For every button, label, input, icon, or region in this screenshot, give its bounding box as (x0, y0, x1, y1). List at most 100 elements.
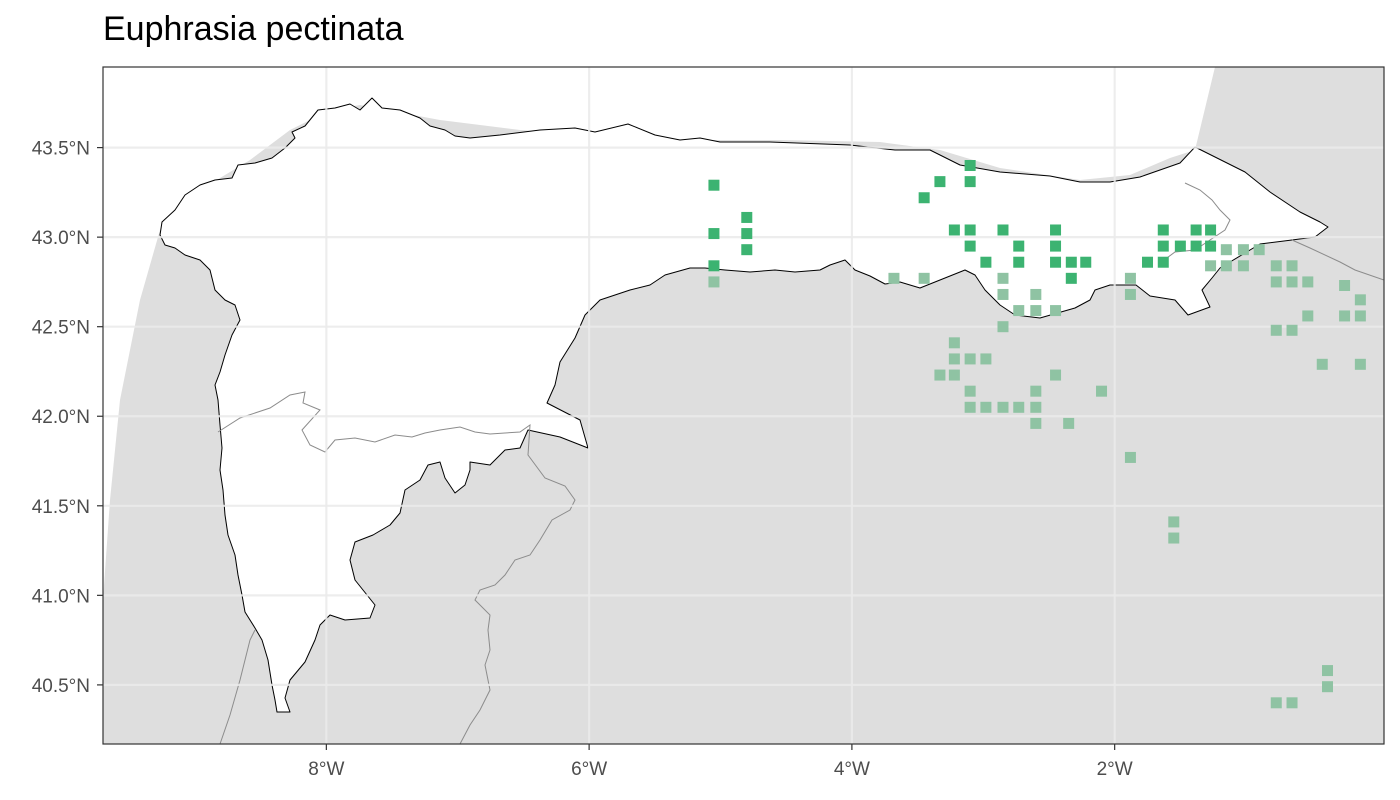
occurrence-point-faded (997, 272, 1009, 284)
y-tick-label: 42.0°N (32, 407, 90, 428)
occurrence-point (1065, 272, 1077, 284)
occurrence-point-faded (1237, 244, 1249, 256)
y-tick-label: 42.5°N (32, 318, 90, 339)
occurrence-point-faded (1270, 697, 1282, 709)
occurrence-point (1174, 240, 1186, 252)
occurrence-point-faded (1270, 324, 1282, 336)
occurrence-point-faded (1354, 358, 1366, 370)
occurrence-point (1013, 256, 1025, 268)
occurrence-point (1065, 256, 1077, 268)
occurrence-point (1157, 256, 1169, 268)
occurrence-point-faded (1220, 244, 1232, 256)
occurrence-point-faded (1316, 358, 1328, 370)
occurrence-point-faded (964, 353, 976, 365)
occurrence-point (948, 224, 960, 236)
occurrence-point-faded (948, 353, 960, 365)
panel-border (102, 66, 1385, 745)
occurrence-point-faded (997, 288, 1009, 300)
occurrence-point-faded (1030, 288, 1042, 300)
occurrence-point-faded (1063, 417, 1075, 429)
occurrence-point (997, 224, 1009, 236)
occurrence-point-faded (1253, 244, 1265, 256)
occurrence-point (980, 256, 992, 268)
occurrence-point (741, 211, 753, 223)
occurrence-point-faded (1220, 260, 1232, 272)
occurrence-point-faded (1124, 272, 1136, 284)
occurrence-point-faded (1030, 385, 1042, 397)
occurrence-point (1050, 224, 1062, 236)
occurrence-point-faded (708, 276, 720, 288)
occurrence-point (1050, 256, 1062, 268)
occurrence-point-faded (1322, 665, 1334, 677)
occurrence-point-faded (1270, 260, 1282, 272)
occurrence-point-faded (1124, 288, 1136, 300)
boundary-line (1291, 239, 1384, 281)
occurrence-point (1190, 224, 1202, 236)
occurrence-point (1013, 240, 1025, 252)
occurrence-point-faded (918, 272, 930, 284)
boundary-line (219, 629, 256, 744)
occurrence-point-faded (1339, 280, 1351, 292)
sea-area (103, 67, 1215, 600)
occurrence-point-faded (1322, 681, 1334, 693)
occurrence-point (1205, 224, 1217, 236)
y-tick-label: 40.5°N (32, 676, 90, 697)
occurrence-point-faded (948, 369, 960, 381)
x-tick-label: 2°W (1097, 759, 1133, 780)
occurrence-point (1142, 256, 1154, 268)
occurrence-point-faded (1050, 369, 1062, 381)
y-tick-label: 41.0°N (32, 586, 90, 607)
occurrence-point-faded (1286, 276, 1298, 288)
occurrence-point-faded (1124, 451, 1136, 463)
y-tick-label: 41.5°N (32, 497, 90, 518)
occurrence-point-faded (1286, 324, 1298, 336)
occurrence-point (1157, 240, 1169, 252)
occurrence-point-faded (1354, 294, 1366, 306)
occurrence-point-faded (1050, 305, 1062, 317)
occurrence-point-faded (1339, 310, 1351, 322)
occurrence-point (741, 228, 753, 240)
occurrence-point (964, 160, 976, 172)
occurrence-point-faded (1030, 401, 1042, 413)
occurrence-point-faded (1237, 260, 1249, 272)
occurrence-point-faded (1168, 532, 1180, 544)
occurrence-point (918, 192, 930, 204)
occurrence-point-faded (1030, 417, 1042, 429)
occurrence-point-faded (1270, 276, 1282, 288)
occurrence-point-faded (964, 401, 976, 413)
occurrence-point (964, 176, 976, 188)
y-tick-label: 43.0°N (32, 228, 90, 249)
occurrence-point-faded (997, 321, 1009, 333)
occurrence-point (1205, 240, 1217, 252)
occurrence-point (1190, 240, 1202, 252)
occurrence-point-faded (1096, 385, 1108, 397)
y-tick-label: 43.5°N (32, 139, 90, 160)
x-tick-label: 8°W (308, 759, 344, 780)
occurrence-point-faded (1030, 305, 1042, 317)
occurrence-point-faded (948, 337, 960, 349)
occurrence-point-faded (1302, 276, 1314, 288)
occurrence-point-faded (1354, 310, 1366, 322)
occurrence-point-faded (980, 353, 992, 365)
occurrence-point-faded (997, 401, 1009, 413)
occurrence-point-faded (980, 401, 992, 413)
occurrence-point-faded (934, 369, 946, 381)
occurrence-point (1050, 240, 1062, 252)
map-title: Euphrasia pectinata (103, 10, 404, 48)
occurrence-point-faded (1286, 697, 1298, 709)
occurrence-point-faded (888, 272, 900, 284)
occurrence-point-faded (1286, 260, 1298, 272)
x-tick-label: 6°W (571, 759, 607, 780)
occurrence-point (708, 260, 720, 272)
occurrence-point-faded (1302, 310, 1314, 322)
occurrence-point-faded (1013, 305, 1025, 317)
boundary-line (217, 391, 576, 744)
occurrence-point (1157, 224, 1169, 236)
occurrence-point (741, 244, 753, 256)
occurrence-point (708, 179, 720, 191)
occurrence-point (964, 224, 976, 236)
occurrence-point (708, 228, 720, 240)
occurrence-point (934, 176, 946, 188)
x-tick-label: 4°W (834, 759, 870, 780)
